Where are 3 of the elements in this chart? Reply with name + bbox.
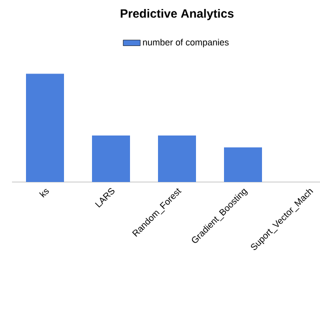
x-tick-label: ks — [39, 189, 49, 198]
legend-label: number of companies — [143, 38, 229, 48]
chart-title: Predictive Analytics — [120, 8, 234, 20]
